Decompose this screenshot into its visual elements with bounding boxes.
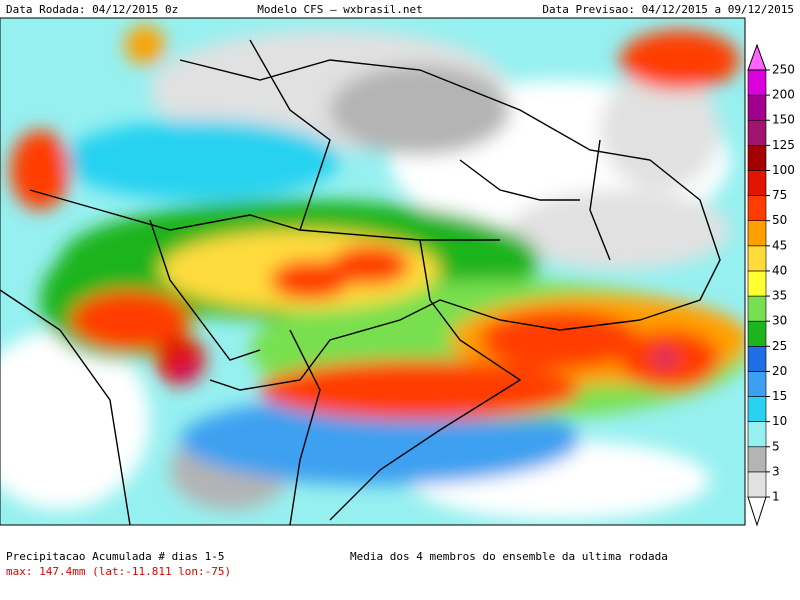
- colorbar-label: 25: [772, 339, 787, 353]
- colorbar-label: 5: [772, 439, 780, 453]
- colorbar-label: 30: [772, 314, 787, 328]
- colorbar-box: [747, 371, 767, 397]
- colorbar-box: [747, 220, 767, 247]
- colorbar-over: [747, 43, 767, 71]
- colorbar-box: [747, 119, 767, 146]
- colorbar-label: 250: [772, 63, 795, 77]
- colorbar-label: 150: [772, 113, 795, 127]
- colorbar-box: [747, 145, 767, 171]
- colorbar-box: [747, 396, 767, 422]
- colorbar-label: 45: [772, 238, 787, 252]
- colorbar-box: [747, 446, 767, 473]
- colorbar-label: 35: [772, 289, 787, 303]
- header-right: Data Previsao: 04/12/2015 a 09/12/2015: [542, 3, 794, 16]
- colorbar-label: 100: [772, 163, 795, 177]
- colorbar-box: [747, 295, 767, 322]
- map-frame: [0, 17, 746, 526]
- colorbar-label: 75: [772, 188, 787, 202]
- colorbar-box: [747, 421, 767, 448]
- footer-note: Media dos 4 membros do ensemble da ultim…: [350, 550, 668, 563]
- colorbar-box: [747, 270, 767, 297]
- colorbar-label: 20: [772, 364, 787, 378]
- colorbar-box: [747, 69, 767, 96]
- colorbar-box: [747, 320, 767, 347]
- colorbar-box: [747, 345, 767, 372]
- colorbar-label: 50: [772, 213, 787, 227]
- footer-max: max: 147.4mm (lat:-11.811 lon:-75): [6, 565, 231, 578]
- colorbar-under: [747, 496, 767, 527]
- colorbar-label: 15: [772, 389, 787, 403]
- colorbar-label: 200: [772, 88, 795, 102]
- header-center: Modelo CFS — wxbrasil.net: [257, 3, 423, 16]
- colorbar-box: [747, 170, 767, 196]
- colorbar-label: 1: [772, 490, 780, 504]
- colorbar-label: 10: [772, 414, 787, 428]
- colorbar-box: [747, 195, 767, 222]
- colorbar-label: 125: [772, 138, 795, 152]
- colorbar-label: 3: [772, 464, 780, 478]
- colorbar-box: [747, 94, 767, 121]
- colorbar-box: [747, 245, 767, 272]
- colorbar-box: [747, 471, 767, 498]
- header-left: Data Rodada: 04/12/2015 0z: [6, 3, 178, 16]
- precip-map: [0, 18, 745, 525]
- footer-title: Precipitacao Acumulada # dias 1-5: [6, 550, 225, 563]
- colorbar-label: 40: [772, 263, 787, 277]
